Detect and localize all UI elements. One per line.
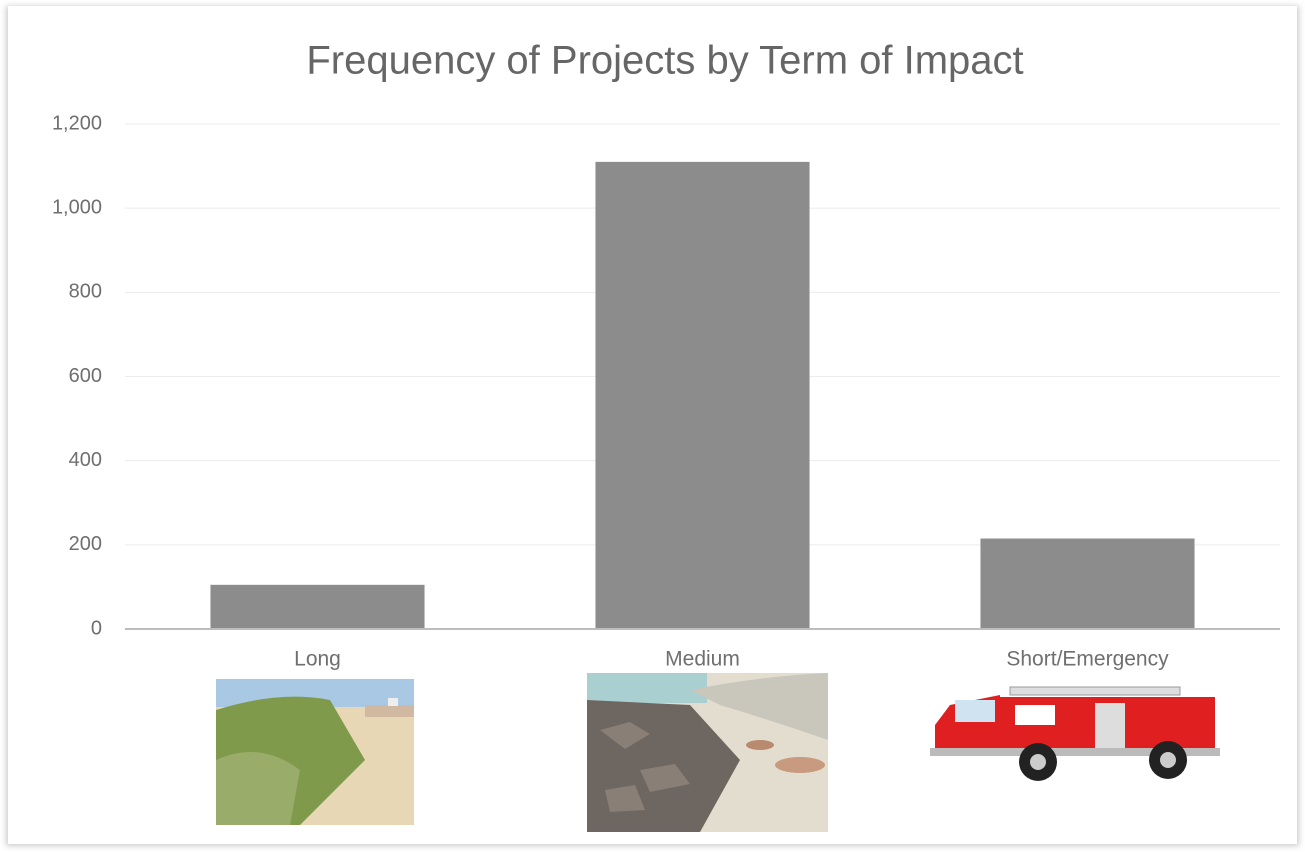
- chart-title: Frequency of Projects by Term of Impact: [306, 39, 1023, 83]
- bar: [980, 538, 1195, 629]
- x-tick-label: Long: [294, 648, 341, 671]
- seawall-picture: [587, 673, 828, 832]
- x-tick-label: Medium: [665, 648, 740, 671]
- y-tick-label: 1,000: [52, 196, 102, 218]
- y-tick-label: 600: [69, 365, 102, 387]
- y-tick-label: 800: [69, 281, 102, 303]
- x-tick-label: Short/Emergency: [1006, 648, 1169, 671]
- fire-truck-picture: [930, 686, 1220, 781]
- bar: [595, 161, 810, 629]
- bar: [210, 584, 425, 629]
- dune-picture: [216, 679, 414, 825]
- y-tick-label: 200: [69, 533, 102, 555]
- y-tick-label: 400: [69, 449, 102, 471]
- y-tick-label: 0: [91, 617, 102, 639]
- y-tick-label: 1,200: [52, 112, 102, 134]
